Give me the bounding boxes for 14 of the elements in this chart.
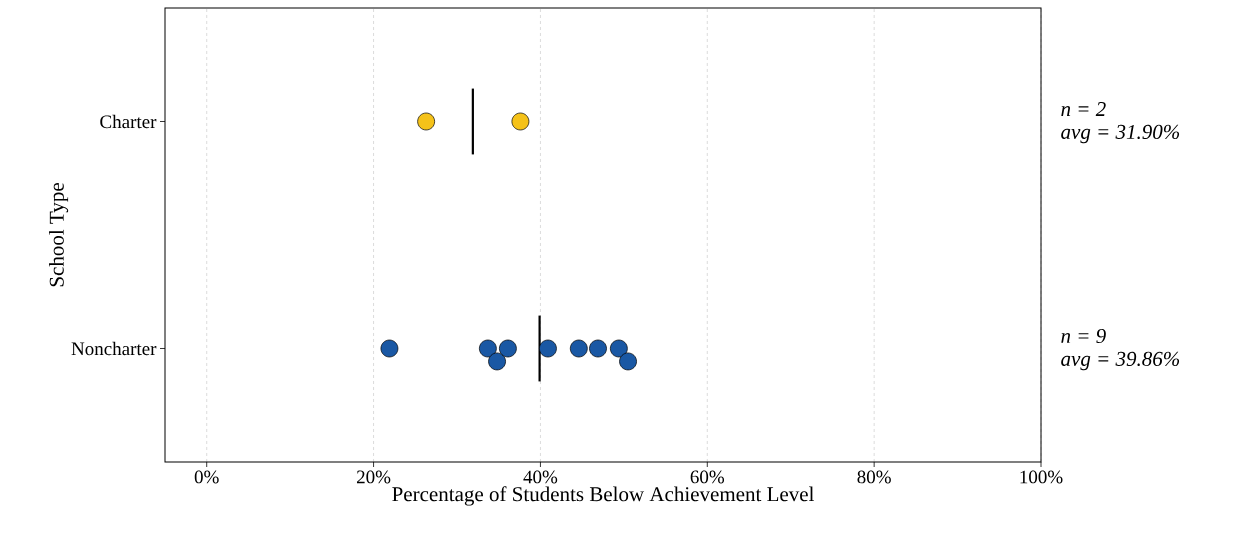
y-tick-label: Charter: [100, 114, 157, 129]
x-tick-label: 60%: [690, 470, 725, 484]
x-tick-label: 20%: [356, 470, 391, 484]
y-axis-title: School Type: [49, 183, 69, 287]
x-tick-label: 100%: [1020, 470, 1063, 484]
x-tick-label: 40%: [523, 470, 558, 484]
y-tick-label: Noncharter: [71, 341, 157, 356]
x-axis-title: Percentage of Students Below Achievement Level: [392, 486, 814, 506]
x-tick-label: 80%: [857, 470, 891, 484]
text: avg = 39.86%: [1061, 351, 1180, 371]
text: n = 9: [1061, 328, 1106, 344]
text: n = 2: [1061, 102, 1106, 116]
text: avg = 31.90%: [1061, 124, 1180, 144]
x-tick-label: 0%: [194, 470, 219, 484]
